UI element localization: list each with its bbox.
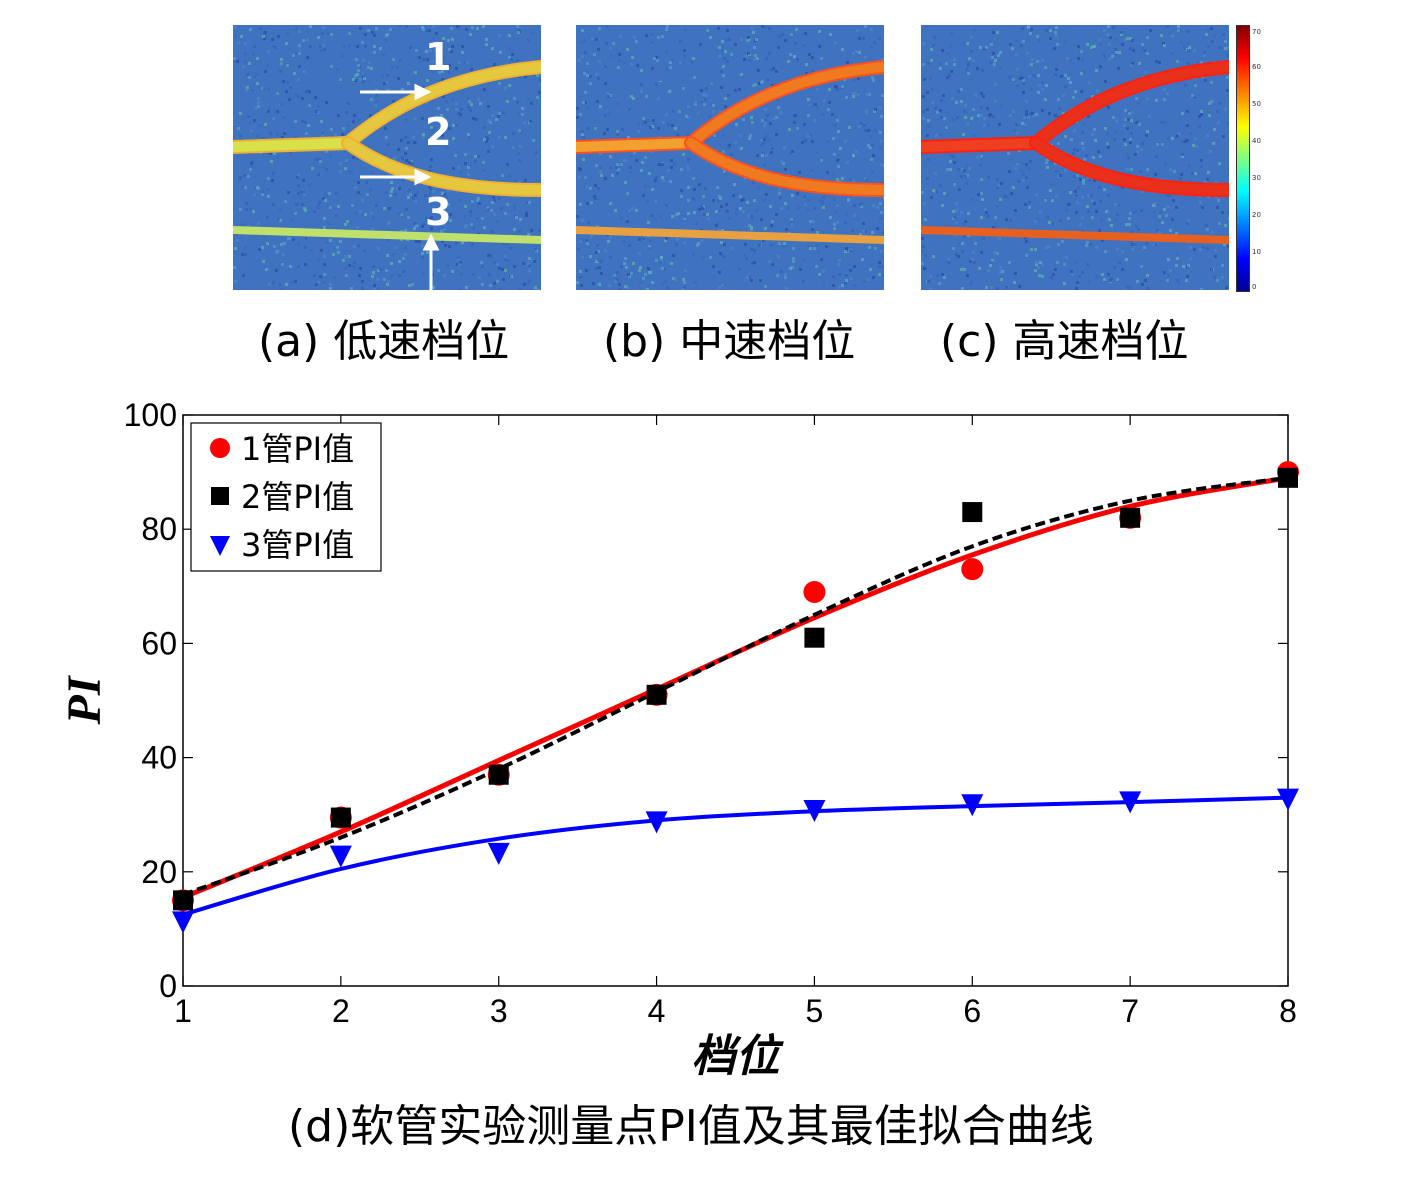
data-point-series-2: [173, 890, 193, 911]
y-tick-label: 0: [159, 968, 177, 1004]
x-tick-label: 1: [174, 993, 192, 1029]
heatmap-panel-low: [233, 25, 541, 290]
data-point-series-3: [1277, 788, 1299, 811]
y-tick-label: 20: [141, 854, 177, 890]
data-point-series-3: [803, 799, 826, 822]
heatmap-panel-medium: [576, 25, 884, 290]
data-point-series-3: [1119, 791, 1142, 814]
x-tick-label: 2: [332, 993, 350, 1029]
x-tick-label: 5: [806, 993, 824, 1029]
y-tick-label: 100: [124, 397, 177, 433]
data-point-series-3: [172, 911, 194, 934]
legend-label-series-3: 3管PI值: [241, 526, 354, 564]
colorbar-tick: 40: [1252, 137, 1261, 145]
data-point-series-2: [804, 627, 825, 648]
colorbar-tick: 30: [1252, 174, 1261, 182]
legend-label-series-2: 2管PI值: [241, 478, 354, 516]
colorbar-tick: 0: [1252, 283, 1257, 291]
legend-marker-series-2: [211, 487, 229, 505]
legend-marker-series-3: [210, 536, 230, 556]
y-axis-label: PI: [58, 674, 111, 725]
data-point-series-3: [961, 794, 984, 817]
legend-marker-series-1: [210, 438, 230, 458]
data-point-series-2: [1278, 467, 1298, 488]
colorbar-tick: 20: [1252, 211, 1261, 219]
x-axis-label: 档位: [692, 1031, 785, 1082]
tube-label-1: 1: [425, 35, 452, 79]
y-tick-label: 80: [141, 511, 177, 547]
panel-a-arrows: [360, 83, 440, 290]
x-tick-label: 4: [648, 993, 666, 1029]
x-tick-label: 3: [490, 993, 508, 1029]
x-tick-label: 8: [1279, 993, 1297, 1029]
heatmap-image-low: [233, 25, 541, 290]
heatmap-image-high: [921, 25, 1229, 290]
data-point-series-2: [646, 684, 667, 705]
data-point-series-2: [1120, 507, 1141, 528]
colorbar-tick: 70: [1252, 28, 1261, 36]
heatmap-image-medium: [576, 25, 884, 290]
data-point-series-3: [329, 845, 352, 868]
data-point-series-3: [645, 811, 668, 834]
colorbar-tick: 60: [1252, 63, 1261, 71]
colorbar: [1236, 25, 1250, 292]
legend: 1管PI值 2管PI值 3管PI值: [190, 422, 382, 572]
figure-caption: (d)软管实验测量点PI值及其最佳拟合曲线: [288, 1101, 1094, 1152]
tube-label-2: 2: [425, 110, 452, 154]
data-point-series-2: [962, 502, 983, 523]
data-point-series-2: [488, 764, 509, 785]
caption-low: (a) 低速档位: [258, 316, 510, 367]
fit-curve-series-3: [182, 795, 1289, 917]
y-tick-label: 40: [141, 740, 177, 776]
heatmap-panel-high: [921, 25, 1229, 290]
y-tick-label: 60: [141, 625, 177, 661]
data-point-series-1: [803, 581, 826, 604]
caption-medium: (b) 中速档位: [603, 316, 856, 367]
colorbar-tick: 50: [1252, 100, 1261, 108]
data-point-series-3: [487, 842, 510, 865]
x-tick-label: 7: [1121, 993, 1139, 1029]
tube-label-3: 3: [425, 190, 452, 234]
data-point-series-1: [961, 558, 984, 581]
caption-high: (c) 高速档位: [940, 316, 1189, 367]
colorbar-tick: 10: [1252, 248, 1261, 256]
data-point-series-2: [330, 807, 351, 828]
x-tick-label: 6: [963, 993, 981, 1029]
legend-label-series-1: 1管PI值: [241, 430, 354, 468]
